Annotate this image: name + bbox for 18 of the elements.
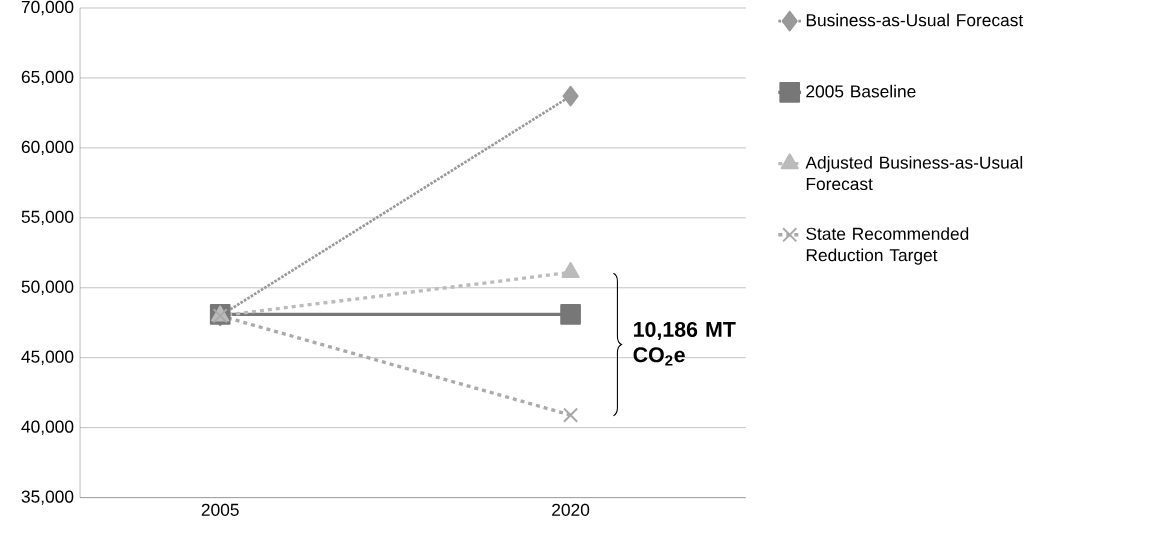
legend-label: Adjusted Business-as-Usual Forecast — [805, 155, 1023, 190]
y-tick-label: 40,000 — [21, 420, 74, 435]
legend-label: Business-as-Usual Forecast — [806, 13, 1024, 27]
x-tick-label: 2005 — [201, 503, 239, 516]
y-tick-label: 35,000 — [21, 490, 74, 505]
legend-label: 2005 Baseline — [806, 84, 916, 98]
y-tick-label: 45,000 — [21, 350, 74, 365]
y-tick-label: 70,000 — [21, 0, 74, 16]
y-tick-label: 50,000 — [21, 280, 74, 295]
x-tick-label: 2020 — [552, 503, 590, 516]
point — [562, 85, 579, 107]
point — [560, 303, 581, 325]
y-tick-label: 60,000 — [21, 140, 74, 155]
point — [562, 407, 579, 423]
y-tick-label: 55,000 — [21, 210, 74, 225]
legend-label: State Recommended Reduction Target — [806, 227, 969, 265]
y-tick-label: 65,000 — [21, 70, 74, 85]
text: 10,186 MT CO$_{2}$e — [633, 321, 736, 366]
